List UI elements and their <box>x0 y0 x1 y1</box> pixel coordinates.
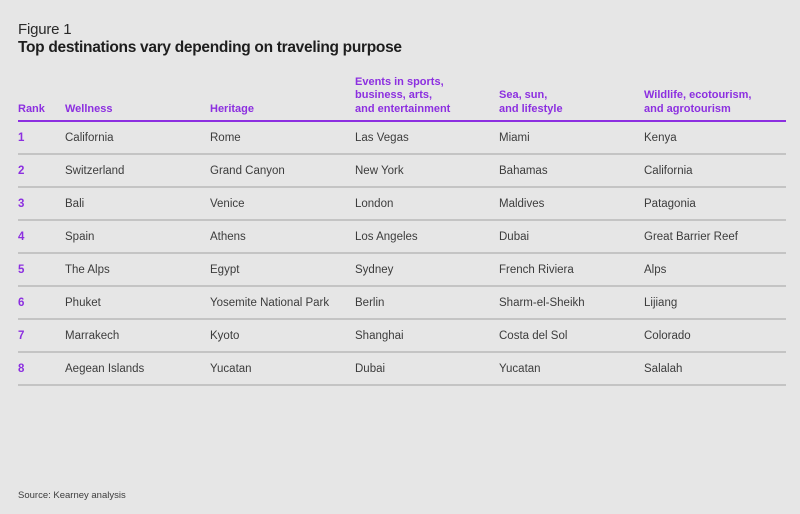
header-wellness: Wellness <box>65 102 113 115</box>
rank-cell: 5 <box>18 264 25 276</box>
heritage-cell: Rome <box>210 132 241 144</box>
sea-sun-cell: Maldives <box>499 198 545 210</box>
header-events: Events in sports, business, arts, and en… <box>355 75 451 115</box>
rank-cell: 4 <box>18 231 25 243</box>
wellness-cell: Spain <box>65 231 95 243</box>
events-cell: London <box>355 198 394 210</box>
events-cell: Dubai <box>355 363 386 375</box>
wellness-cell: Aegean Islands <box>65 363 145 375</box>
sea-sun-cell: Dubai <box>499 231 530 243</box>
wildlife-cell: Colorado <box>644 330 691 342</box>
sea-sun-cell: Bahamas <box>499 165 548 177</box>
wildlife-cell: Alps <box>644 264 667 276</box>
wildlife-cell: Salalah <box>644 363 683 375</box>
rank-cell: 6 <box>18 297 25 309</box>
header-wildlife: Wildlife, ecotourism, and agrotourism <box>644 89 752 115</box>
sea-sun-cell: French Riviera <box>499 264 574 276</box>
rank-cell: 2 <box>18 165 25 177</box>
heritage-cell: Egypt <box>210 264 240 276</box>
heritage-cell: Kyoto <box>210 330 240 342</box>
figure-label: Figure 1 <box>18 21 72 38</box>
sea-sun-cell: Yucatan <box>499 363 541 375</box>
wildlife-cell: Patagonia <box>644 198 696 210</box>
events-cell: New York <box>355 165 404 177</box>
rank-cell: 7 <box>18 330 25 342</box>
heritage-cell: Athens <box>210 231 246 243</box>
table-row: 2 Switzerland Grand Canyon New York Baha… <box>18 155 786 188</box>
events-cell: Berlin <box>355 297 385 309</box>
sea-sun-cell: Sharm-el-Sheikh <box>499 297 585 309</box>
rank-cell: 8 <box>18 363 25 375</box>
wellness-cell: Phuket <box>65 297 101 309</box>
table-row: 3 Bali Venice London Maldives Patagonia <box>18 188 786 221</box>
wellness-cell: Marrakech <box>65 330 120 342</box>
header-sea-sun: Sea, sun, and lifestyle <box>499 89 563 115</box>
table-row: 8 Aegean Islands Yucatan Dubai Yucatan S… <box>18 353 786 386</box>
source-note: Source: Kearney analysis <box>18 490 126 501</box>
wildlife-cell: Lijiang <box>644 297 678 309</box>
table-row: 4 Spain Athens Los Angeles Dubai Great B… <box>18 221 786 254</box>
wellness-cell: Bali <box>65 198 85 210</box>
figure-title: Top destinations vary depending on trave… <box>18 39 402 56</box>
table-row: 5 The Alps Egypt Sydney French Riviera A… <box>18 254 786 287</box>
rank-cell: 3 <box>18 198 25 210</box>
table-row: 7 Marrakech Kyoto Shanghai Costa del Sol… <box>18 320 786 353</box>
heritage-cell: Venice <box>210 198 245 210</box>
table-header-row: Rank Wellness Heritage Events in sports,… <box>18 74 786 122</box>
header-rank: Rank <box>18 102 45 115</box>
wellness-cell: California <box>65 132 114 144</box>
events-cell: Los Angeles <box>355 231 418 243</box>
table-row: 6 Phuket Yosemite National Park Berlin S… <box>18 287 786 320</box>
wildlife-cell: Kenya <box>644 132 677 144</box>
wellness-cell: Switzerland <box>65 165 125 177</box>
sea-sun-cell: Costa del Sol <box>499 330 568 342</box>
heritage-cell: Yucatan <box>210 363 252 375</box>
table-row: 1 California Rome Las Vegas Miami Kenya <box>18 122 786 155</box>
destinations-table: Rank Wellness Heritage Events in sports,… <box>18 74 786 386</box>
events-cell: Las Vegas <box>355 132 409 144</box>
sea-sun-cell: Miami <box>499 132 530 144</box>
rank-cell: 1 <box>18 132 25 144</box>
wildlife-cell: California <box>644 165 693 177</box>
wellness-cell: The Alps <box>65 264 110 276</box>
events-cell: Shanghai <box>355 330 404 342</box>
wildlife-cell: Great Barrier Reef <box>644 231 738 243</box>
header-heritage: Heritage <box>210 102 255 115</box>
heritage-cell: Yosemite National Park <box>210 297 330 309</box>
heritage-cell: Grand Canyon <box>210 165 285 177</box>
events-cell: Sydney <box>355 264 394 276</box>
